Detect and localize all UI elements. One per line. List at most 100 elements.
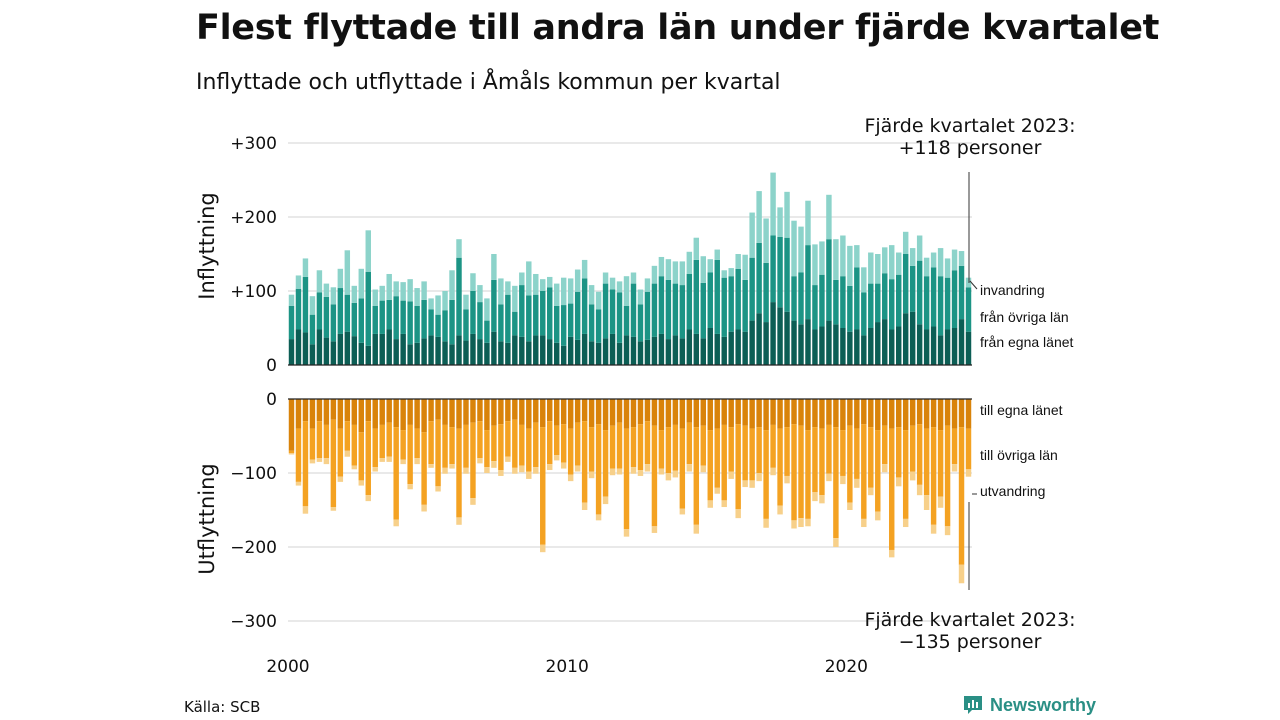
inflow-bar-segment — [875, 283, 881, 323]
inflow-bar-segment — [400, 282, 406, 301]
inflow-bar-segment — [393, 281, 399, 297]
outflow-bar-segment — [421, 399, 427, 433]
inflow-bar-segment — [435, 295, 441, 315]
inflow-bar-segment — [372, 305, 378, 334]
outflow-bar-segment — [651, 425, 658, 527]
outflow-bar-segment — [358, 432, 364, 481]
inflow-bar-segment — [902, 313, 909, 365]
inflow-bar-segment — [658, 276, 665, 334]
outflow-bar-segment — [470, 399, 476, 423]
outflow-bar-segment — [826, 473, 832, 482]
outflow-bar-segment — [553, 399, 560, 426]
inflow-bar-segment — [923, 257, 930, 277]
outflow-bar-segment — [344, 399, 351, 422]
outflow-bar-segment — [763, 518, 769, 528]
inflow-bar-segment — [588, 304, 595, 342]
inflow-bar-segment — [819, 241, 825, 275]
outflow-bar-segment — [344, 450, 351, 457]
outflow-bar-segment — [588, 399, 595, 428]
outflow-bar-segment — [847, 425, 853, 503]
brand-name: Newsworthy — [990, 694, 1097, 715]
inflow-bar-segment — [623, 335, 630, 365]
outflow-bar-segment — [491, 425, 497, 462]
inflow-bar-segment — [770, 235, 776, 303]
inflow-bar-segment — [435, 314, 441, 337]
inflow-bar-segment — [847, 331, 853, 365]
outflow-bar-segment — [316, 458, 323, 462]
outflow-bar-segment — [854, 399, 860, 429]
outflow-bar-segment — [323, 424, 330, 459]
outflow-bar-segment — [658, 468, 665, 475]
inflow-bar-segment — [756, 313, 762, 365]
outflow-bar-segment — [302, 421, 309, 507]
inflow-series-label: från övriga län — [980, 309, 1069, 325]
outflow-bar-segment — [519, 399, 525, 425]
inflow-bar-segment — [379, 300, 385, 334]
inflow-bar-segment — [337, 268, 344, 289]
outflow-bar-segment — [630, 399, 637, 428]
inflow-bar-segment — [581, 333, 588, 365]
outflow-bar-segment — [393, 399, 399, 428]
outflow-bar-segment — [435, 419, 441, 487]
outflow-series-label: till övriga län — [980, 447, 1058, 463]
inflow-bar-segment — [512, 285, 518, 312]
outflow-series-label: utvandring — [980, 483, 1045, 499]
outflow-bar-segment — [965, 469, 972, 477]
inflow-bar-segment — [470, 273, 476, 291]
inflow-bar-segment — [337, 288, 344, 334]
inflow-bar-segment — [840, 276, 846, 328]
outflow-bar-segment — [714, 399, 720, 429]
outflow-bar-segment — [847, 502, 853, 510]
outflow-bar-segment — [574, 422, 581, 466]
outflow-bar-segment — [951, 464, 958, 472]
outflow-bar-segment — [491, 461, 497, 468]
outflow-bar-segment — [567, 474, 574, 482]
inflow-bar-segment — [735, 329, 741, 365]
outflow-bar-segment — [644, 399, 651, 422]
outflow-bar-segment — [574, 465, 581, 472]
outflow-bar-segment — [588, 471, 595, 479]
inflow-bar-segment — [658, 333, 665, 365]
inflow-bar-segment — [749, 257, 755, 321]
inflow-bar-segment — [644, 291, 651, 340]
outflow-bar-segment — [812, 427, 818, 493]
inflow-bar-segment — [714, 333, 720, 365]
outflow-bar-segment — [358, 399, 364, 433]
inflow-bar-segment — [854, 329, 860, 365]
outflow-bar-segment — [386, 399, 392, 423]
inflow-bar-segment — [498, 304, 504, 342]
inflow-bar-segment — [358, 298, 364, 343]
inflow-bar-segment — [937, 335, 944, 365]
inflow-bar-segment — [882, 247, 888, 274]
inflow-bar-segment — [798, 324, 804, 365]
outflow-bar-segment — [875, 511, 881, 521]
outflow-bar-segment — [484, 467, 490, 473]
inflow-bar-segment — [428, 335, 434, 365]
inflow-bar-segment — [895, 252, 902, 275]
outflow-bar-segment — [784, 399, 790, 428]
inflow-y-tick-label: 0 — [266, 356, 277, 376]
outflow-bar-segment — [679, 399, 686, 429]
inflow-series-label: invandring — [980, 282, 1045, 298]
inflow-bar-segment — [428, 298, 434, 310]
outflow-bar-segment — [784, 475, 790, 484]
outflow-bar-segment — [889, 399, 895, 429]
inflow-bar-segment — [679, 285, 686, 339]
outflow-bar-segment — [700, 465, 706, 473]
outflow-bar-segment — [609, 399, 616, 426]
inflow-bar-segment — [302, 276, 309, 333]
inflow-bar-segment — [889, 245, 895, 280]
outflow-bar-segment — [965, 399, 972, 429]
newsworthy-logo-icon — [964, 696, 982, 714]
outflow-bar-segment — [616, 468, 623, 475]
outflow-bar-segment — [407, 424, 413, 485]
outflow-bar-segment — [798, 399, 804, 426]
outflow-bar-segment — [665, 427, 672, 473]
inflow-bar-segment — [707, 259, 713, 273]
inflow-bar-segment — [944, 277, 951, 330]
inflow-bar-segment — [428, 309, 434, 336]
outflow-bar-segment — [295, 481, 302, 486]
inflow-bar-segment — [847, 285, 853, 332]
outflow-bar-segment — [854, 478, 860, 488]
inflow-bar-segment — [812, 244, 818, 286]
